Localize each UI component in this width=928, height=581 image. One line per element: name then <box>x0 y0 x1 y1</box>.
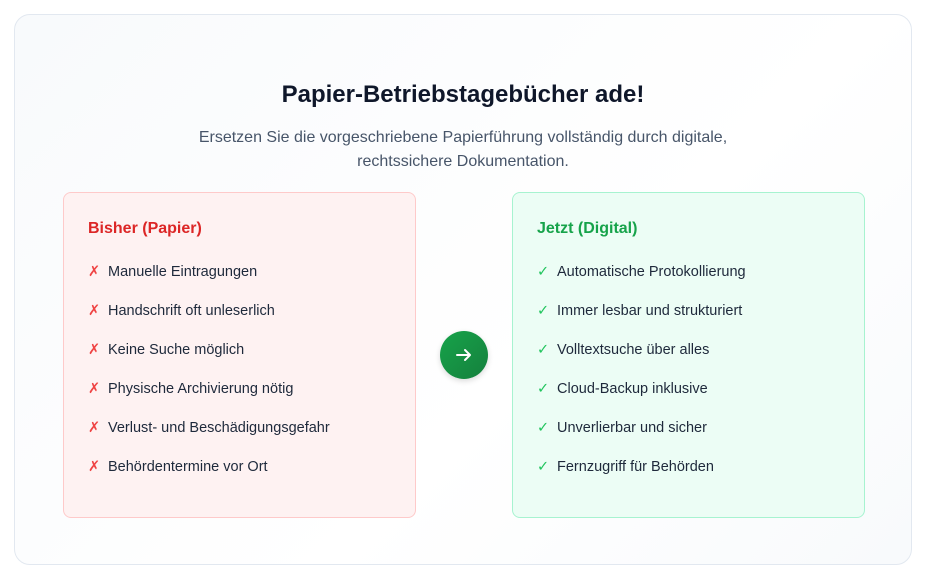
check-icon: ✓ <box>537 420 550 436</box>
list-item-label: Cloud-Backup inklusive <box>557 381 708 397</box>
cross-icon: ✗ <box>88 342 101 358</box>
page-subtitle: Ersetzen Sie die vorgeschriebene Papierf… <box>198 129 728 170</box>
list-item-label: Keine Suche möglich <box>108 342 245 358</box>
list-item-label: Manuelle Eintragungen <box>108 264 258 280</box>
paper-list: ✗ Manuelle Eintragungen ✗ Handschrift oft u… <box>88 264 391 498</box>
cross-icon: ✗ <box>88 459 101 475</box>
check-icon: ✓ <box>537 303 550 319</box>
list-item-label: Automatische Protokollierung <box>557 264 746 280</box>
list-item: ✗ Physische Archivierung nötig <box>88 381 391 420</box>
list-item: ✓ Cloud-Backup inklusive <box>537 381 840 420</box>
list-item-label: Volltextsuche über alles <box>557 342 710 358</box>
list-item: ✓ Volltextsuche über alles <box>537 342 840 381</box>
list-item-label: Unverlierbar und sicher <box>557 420 707 436</box>
list-item: ✗ Behördentermine vor Ort <box>88 459 391 498</box>
list-item: ✓ Fernzugriff für Behörden <box>537 459 840 498</box>
cross-icon: ✗ <box>88 303 101 319</box>
cross-icon: ✗ <box>88 420 101 436</box>
digital-list: ✓ Automatische Protokollierung ✓ Immer lesb… <box>537 264 840 498</box>
cross-icon: ✗ <box>88 264 101 280</box>
list-item: ✓ Unverlierbar und sicher <box>537 420 840 459</box>
list-item-label: Handschrift oft unleserlich <box>108 303 275 319</box>
digital-column: Jetzt (Digital) ✓ Automatische Protokolli… <box>512 192 865 518</box>
list-item: ✗ Keine Suche möglich <box>88 342 391 381</box>
paper-column-title: Bisher (Papier) <box>88 220 202 237</box>
list-item: ✗ Handschrift oft unleserlich <box>88 303 391 342</box>
cross-icon: ✗ <box>88 381 101 397</box>
list-item: ✓ Immer lesbar und strukturiert <box>537 303 840 342</box>
paper-column: Bisher (Papier) ✗ Manuelle Eintragungen ✗ H… <box>63 192 416 518</box>
list-item-label: Behördentermine vor Ort <box>108 459 268 475</box>
list-item-label: Physische Archivierung nötig <box>108 381 294 397</box>
list-item-label: Fernzugriff für Behörden <box>557 459 714 475</box>
list-item-label: Verlust- und Beschädigungsgefahr <box>108 420 330 436</box>
page-title: Papier-Betriebstagebücher ade! <box>281 81 645 108</box>
check-icon: ✓ <box>537 342 550 358</box>
arrow-right-icon <box>440 331 488 379</box>
list-item: ✗ Manuelle Eintragungen <box>88 264 391 303</box>
list-item: ✗ Verlust- und Beschädigungsgefahr <box>88 420 391 459</box>
list-item-label: Immer lesbar und strukturiert <box>557 303 743 319</box>
check-icon: ✓ <box>537 381 550 397</box>
digital-column-title: Jetzt (Digital) <box>537 220 638 237</box>
check-icon: ✓ <box>537 264 550 280</box>
check-icon: ✓ <box>537 459 550 475</box>
list-item: ✓ Automatische Protokollierung <box>537 264 840 303</box>
